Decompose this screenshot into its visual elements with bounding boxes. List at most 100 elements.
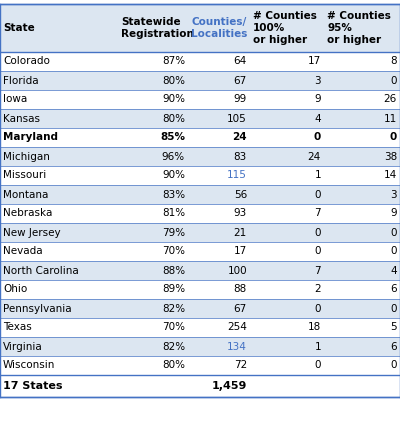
Text: 72: 72 <box>234 360 247 371</box>
Text: 0: 0 <box>390 247 397 256</box>
Bar <box>0 147 400 166</box>
Bar <box>0 223 400 242</box>
Text: Wisconsin: Wisconsin <box>3 360 55 371</box>
Text: Nevada: Nevada <box>3 247 43 256</box>
Text: State: State <box>3 23 35 33</box>
Text: 5: 5 <box>390 322 397 332</box>
Text: 3: 3 <box>390 190 397 200</box>
Text: 56: 56 <box>234 190 247 200</box>
Bar <box>0 299 400 318</box>
Text: Texas: Texas <box>3 322 32 332</box>
Text: Statewide
Registration: Statewide Registration <box>121 17 194 39</box>
Text: 14: 14 <box>384 170 397 181</box>
Bar <box>0 261 400 280</box>
Text: Counties/
Localities: Counties/ Localities <box>191 17 247 39</box>
Text: North Carolina: North Carolina <box>3 266 79 275</box>
Text: 115: 115 <box>227 170 247 181</box>
Text: 0: 0 <box>314 190 321 200</box>
Text: 82%: 82% <box>162 303 185 313</box>
Text: 1,459: 1,459 <box>212 381 247 391</box>
Text: 93: 93 <box>234 209 247 219</box>
Text: 7: 7 <box>314 266 321 275</box>
Text: Iowa: Iowa <box>3 94 27 104</box>
Text: 80%: 80% <box>162 360 185 371</box>
Text: 105: 105 <box>227 113 247 124</box>
Bar <box>0 204 400 223</box>
Text: 96%: 96% <box>162 151 185 162</box>
Text: 6: 6 <box>390 341 397 352</box>
Text: 0: 0 <box>314 132 321 143</box>
Text: 83%: 83% <box>162 190 185 200</box>
Text: 0: 0 <box>390 303 397 313</box>
Text: Pennsylvania: Pennsylvania <box>3 303 72 313</box>
Text: 0: 0 <box>390 360 397 371</box>
Text: 4: 4 <box>390 266 397 275</box>
Text: 2: 2 <box>314 285 321 294</box>
Text: 87%: 87% <box>162 57 185 66</box>
Text: 70%: 70% <box>162 247 185 256</box>
Text: New Jersey: New Jersey <box>3 228 61 237</box>
Bar <box>0 166 400 185</box>
Text: 8: 8 <box>390 57 397 66</box>
Bar <box>0 280 400 299</box>
Text: Montana: Montana <box>3 190 48 200</box>
Text: Ohio: Ohio <box>3 285 27 294</box>
Text: 254: 254 <box>227 322 247 332</box>
Text: 11: 11 <box>384 113 397 124</box>
Text: 4: 4 <box>314 113 321 124</box>
Text: Colorado: Colorado <box>3 57 50 66</box>
Text: 81%: 81% <box>162 209 185 219</box>
Text: 64: 64 <box>234 57 247 66</box>
Text: 0: 0 <box>390 75 397 85</box>
Bar <box>0 90 400 109</box>
Text: 9: 9 <box>390 209 397 219</box>
Text: 70%: 70% <box>162 322 185 332</box>
Text: Kansas: Kansas <box>3 113 40 124</box>
Text: 0: 0 <box>314 303 321 313</box>
Text: 26: 26 <box>384 94 397 104</box>
Text: Nebraska: Nebraska <box>3 209 52 219</box>
Text: 100: 100 <box>227 266 247 275</box>
Text: 67: 67 <box>234 303 247 313</box>
Bar <box>0 185 400 204</box>
Bar <box>0 128 400 147</box>
Text: 17: 17 <box>308 57 321 66</box>
Text: 24: 24 <box>232 132 247 143</box>
Text: 80%: 80% <box>162 113 185 124</box>
Text: 83: 83 <box>234 151 247 162</box>
Text: 17: 17 <box>234 247 247 256</box>
Text: 0: 0 <box>390 132 397 143</box>
Text: # Counties
95%
or higher: # Counties 95% or higher <box>327 11 391 45</box>
Text: 134: 134 <box>227 341 247 352</box>
Text: Maryland: Maryland <box>3 132 58 143</box>
Bar <box>0 4 400 52</box>
Text: 9: 9 <box>314 94 321 104</box>
Text: 79%: 79% <box>162 228 185 237</box>
Text: 6: 6 <box>390 285 397 294</box>
Text: 7: 7 <box>314 209 321 219</box>
Text: 90%: 90% <box>162 170 185 181</box>
Bar <box>0 375 400 397</box>
Text: 17 States: 17 States <box>3 381 62 391</box>
Text: 88: 88 <box>234 285 247 294</box>
Text: Missouri: Missouri <box>3 170 46 181</box>
Text: 3: 3 <box>314 75 321 85</box>
Text: 18: 18 <box>308 322 321 332</box>
Text: 0: 0 <box>314 360 321 371</box>
Text: 82%: 82% <box>162 341 185 352</box>
Text: 1: 1 <box>314 341 321 352</box>
Text: Michigan: Michigan <box>3 151 50 162</box>
Text: 88%: 88% <box>162 266 185 275</box>
Text: 24: 24 <box>308 151 321 162</box>
Text: 67: 67 <box>234 75 247 85</box>
Text: 21: 21 <box>234 228 247 237</box>
Bar <box>0 71 400 90</box>
Bar <box>0 109 400 128</box>
Text: # Counties
100%
or higher: # Counties 100% or higher <box>253 11 317 45</box>
Text: 85%: 85% <box>160 132 185 143</box>
Text: 0: 0 <box>314 228 321 237</box>
Bar <box>0 242 400 261</box>
Text: 38: 38 <box>384 151 397 162</box>
Text: 89%: 89% <box>162 285 185 294</box>
Text: 0: 0 <box>314 247 321 256</box>
